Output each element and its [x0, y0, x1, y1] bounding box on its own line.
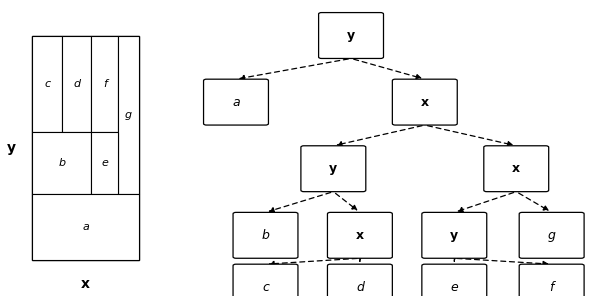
Text: d: d: [73, 79, 80, 89]
Text: b: b: [261, 229, 270, 242]
Text: g: g: [124, 110, 132, 120]
Text: a: a: [232, 96, 240, 109]
Text: d: d: [356, 281, 364, 294]
Text: x: x: [421, 96, 429, 109]
Text: x: x: [512, 162, 520, 175]
Text: y: y: [347, 29, 355, 42]
Text: b: b: [58, 158, 65, 168]
Text: x: x: [81, 277, 90, 291]
Text: c: c: [44, 79, 50, 89]
Bar: [62, 36, 91, 132]
FancyBboxPatch shape: [327, 213, 392, 258]
Text: c: c: [262, 281, 269, 294]
Bar: [91, 132, 118, 194]
Text: a: a: [82, 222, 89, 232]
FancyBboxPatch shape: [327, 264, 392, 296]
Bar: [32, 36, 139, 260]
FancyBboxPatch shape: [519, 264, 584, 296]
Text: g: g: [548, 229, 556, 242]
Bar: [118, 36, 139, 194]
FancyBboxPatch shape: [204, 79, 268, 125]
Text: f: f: [549, 281, 554, 294]
Bar: [91, 36, 118, 132]
Text: e: e: [101, 158, 108, 168]
Text: y: y: [450, 229, 458, 242]
FancyBboxPatch shape: [301, 146, 366, 192]
FancyBboxPatch shape: [233, 264, 298, 296]
Text: f: f: [103, 79, 107, 89]
Text: e: e: [450, 281, 458, 294]
Text: y: y: [7, 141, 17, 155]
Bar: [32, 194, 139, 260]
FancyBboxPatch shape: [233, 213, 298, 258]
FancyBboxPatch shape: [484, 146, 549, 192]
FancyBboxPatch shape: [422, 213, 487, 258]
Text: y: y: [329, 162, 337, 175]
Bar: [32, 36, 62, 132]
FancyBboxPatch shape: [519, 213, 584, 258]
FancyBboxPatch shape: [392, 79, 457, 125]
Text: x: x: [356, 229, 364, 242]
FancyBboxPatch shape: [319, 12, 384, 59]
FancyBboxPatch shape: [422, 264, 487, 296]
Bar: [32, 132, 91, 194]
